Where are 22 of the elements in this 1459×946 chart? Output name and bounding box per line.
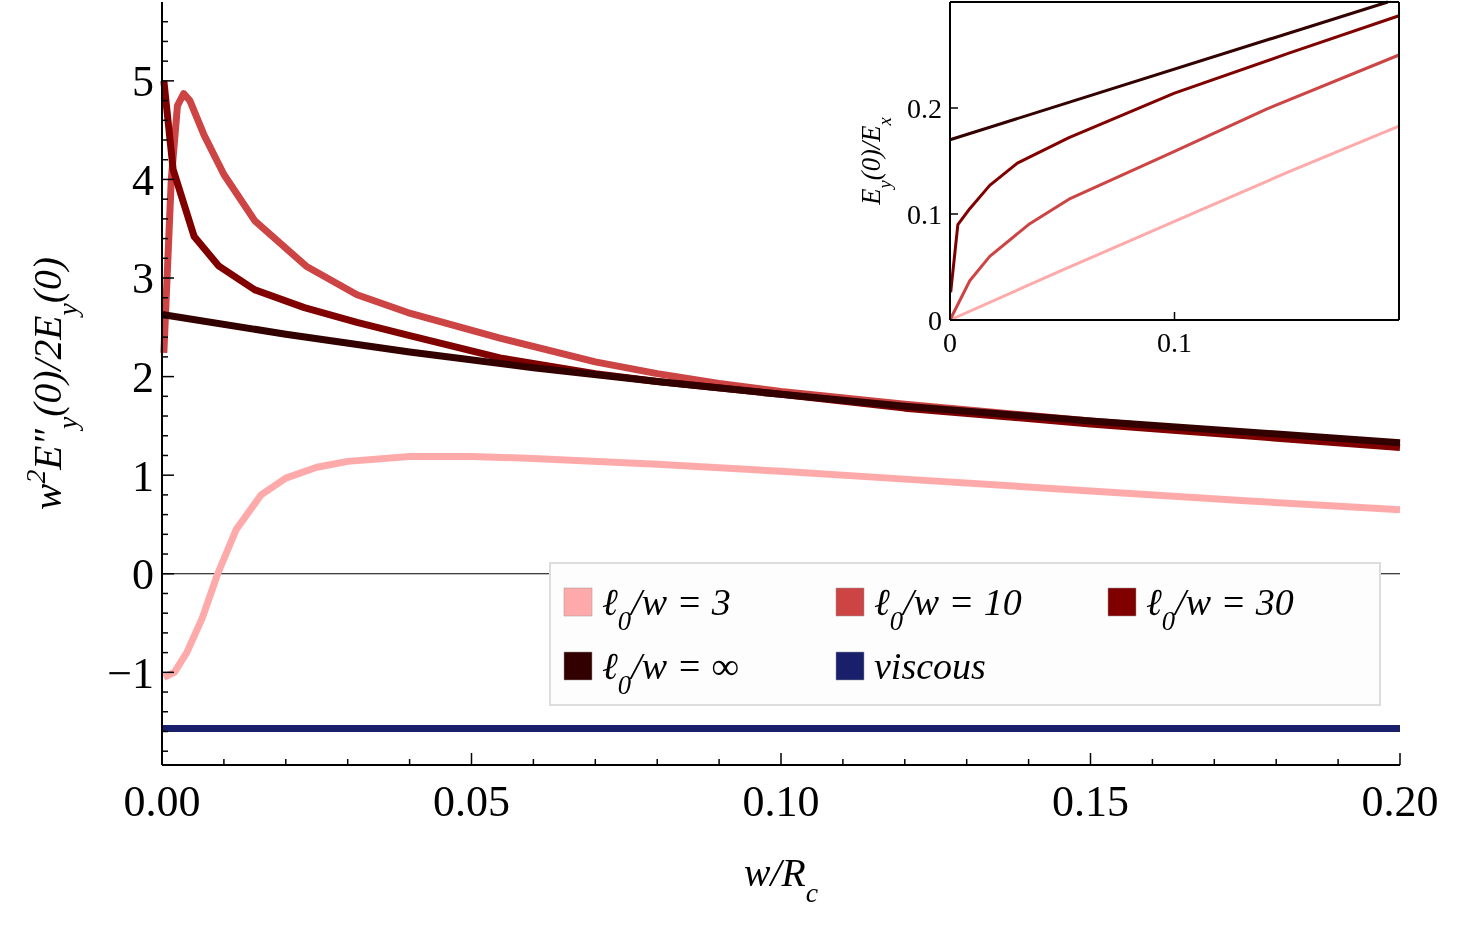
x-tick-label: 0.00 (123, 776, 201, 826)
x-axis-title: w/R$_{c}$ (744, 851, 818, 908)
y-tick-label: 0 (132, 550, 154, 600)
y-tick-label: 1 (132, 451, 154, 501)
x-tick-label: 0.15 (1052, 776, 1129, 826)
y-tick-label: 0 (928, 304, 942, 336)
y-tick-label: 5 (132, 57, 154, 107)
x-tick-label: 0.20 (1361, 776, 1439, 826)
legend-label: ℓ$_{0}$/w = 3 (602, 581, 731, 637)
y-tick-label: 2 (132, 353, 154, 402)
legend-label: ℓ$_{0}$/w = ∞ (602, 645, 739, 701)
y-tick-label: 3 (132, 254, 154, 304)
legend-label: ℓ$_{0}$/w = 10 (874, 581, 1022, 637)
legend-label: viscous (874, 645, 986, 687)
x-tick-label: 0.05 (433, 776, 510, 826)
y-tick-label: 4 (132, 155, 154, 205)
y-tick-label: 0.2 (907, 92, 942, 124)
legend-label: ℓ$_{0}$/w = 30 (1146, 581, 1294, 637)
x-tick-label: 0.10 (742, 776, 820, 826)
line-series (949, 14, 1401, 294)
y-tick-label: 0.1 (907, 198, 942, 230)
y-tick-label: −1 (107, 648, 154, 698)
